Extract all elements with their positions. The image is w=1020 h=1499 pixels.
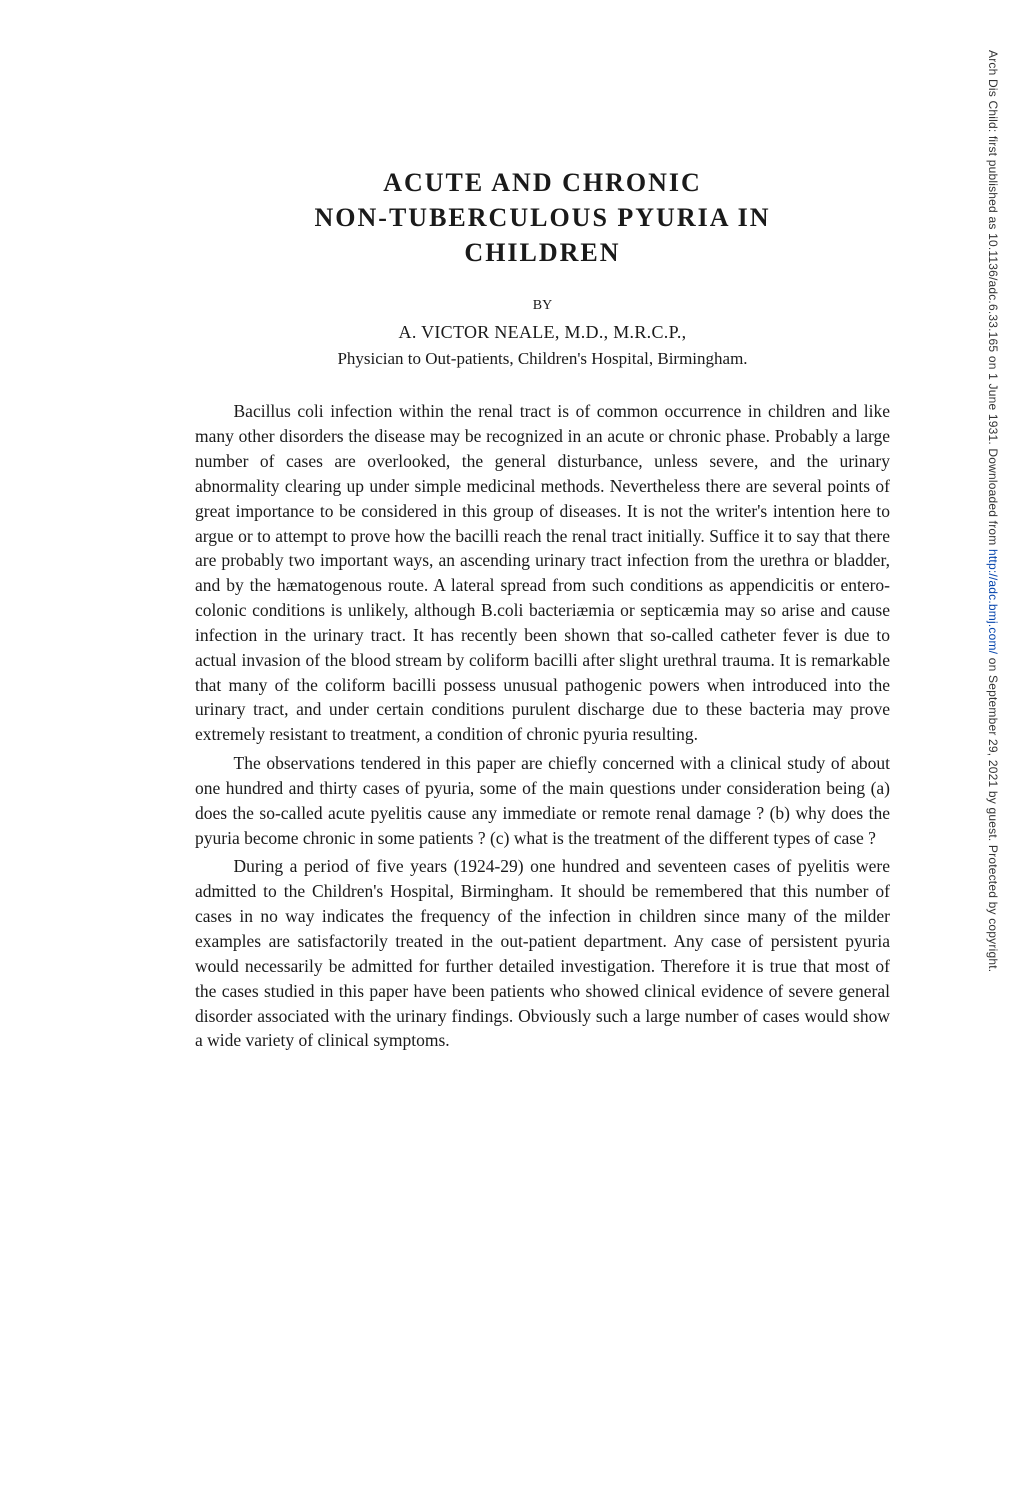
title-block: ACUTE AND CHRONIC NON-TUBERCULOUS PYURIA… (195, 165, 890, 270)
title-line-1: ACUTE AND CHRONIC (383, 168, 702, 197)
body-paragraph-3: During a period of five years (1924-29) … (195, 854, 890, 1053)
body-paragraph-2: The observations tendered in this paper … (195, 751, 890, 850)
paper-title: ACUTE AND CHRONIC NON-TUBERCULOUS PYURIA… (195, 165, 890, 270)
author-name: A. VICTOR NEALE, M.D., M.R.C.P., (195, 322, 890, 343)
title-line-3: CHILDREN (464, 238, 620, 267)
page-content: ACUTE AND CHRONIC NON-TUBERCULOUS PYURIA… (0, 0, 1020, 1117)
by-label: BY (195, 298, 890, 314)
author-affiliation: Physician to Out-patients, Children's Ho… (195, 349, 890, 369)
body-paragraph-1: Bacillus coli infection within the renal… (195, 399, 890, 747)
title-line-2: NON-TUBERCULOUS PYURIA IN (315, 203, 771, 232)
